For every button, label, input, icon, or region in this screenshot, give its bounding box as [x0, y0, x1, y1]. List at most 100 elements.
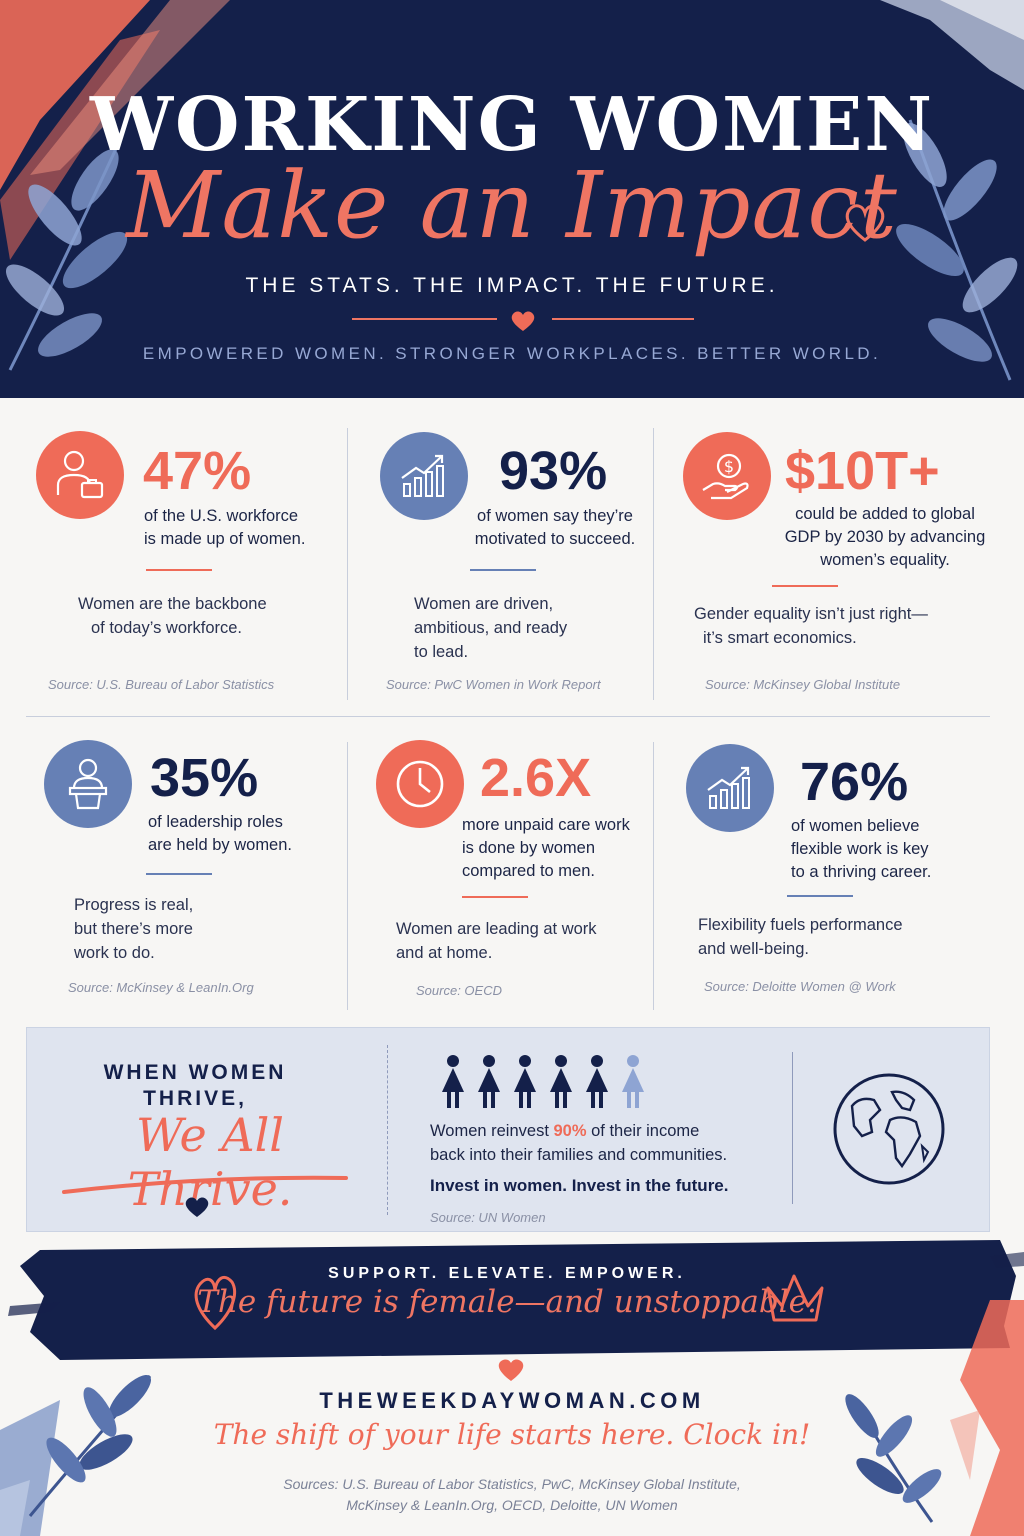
stat-note: work to do. [74, 944, 155, 962]
heart-outline-icon [194, 1275, 237, 1331]
accent-rule [787, 895, 853, 897]
stat-value: 2.6X [480, 748, 592, 808]
stat-note: Flexibility fuels performance [698, 916, 903, 934]
thrive-heading-line: WHEN WOMEN [103, 1061, 287, 1084]
stat-description: could be added to global [795, 505, 975, 523]
coral-brush-stroke [0, 1400, 60, 1536]
thrive-panel [26, 1027, 990, 1232]
accent-rule [772, 585, 838, 587]
navy-brush-banner [8, 1240, 1024, 1360]
thrive-source: Source: UN Women [430, 1210, 546, 1225]
header-subtitle: EMPOWERED WOMEN. STRONGER WORKPLACES. BE… [142, 344, 882, 363]
stat-source: Source: PwC Women in Work Report [386, 677, 601, 692]
leaf-branch-icon [5, 139, 128, 371]
stat-description: GDP by 2030 by advancing [784, 528, 986, 546]
stat-source: Source: U.S. Bureau of Labor Statistics [48, 677, 275, 692]
stat-description: more unpaid care work [462, 816, 630, 834]
leaf-branch-icon [896, 119, 1018, 381]
column-divider [347, 428, 348, 700]
stat-description: flexible work is key [791, 840, 929, 858]
footer-sources: Sources: U.S. Bureau of Labor Statistics… [283, 1476, 741, 1492]
thrive-heading: WHEN WOMEN THRIVE, [60, 1060, 330, 1112]
column-divider [347, 742, 348, 1010]
stat-description: to a thriving career. [791, 863, 932, 881]
stat-description: women’s equality. [820, 551, 950, 569]
thrive-heading-line: THRIVE, [143, 1087, 247, 1110]
stat-note: and well-being. [698, 940, 809, 958]
stat-description: are held by women. [148, 836, 292, 854]
reinvest-text-line2: back into their families and communities… [430, 1146, 728, 1164]
svg-text:$: $ [724, 457, 734, 476]
speaker-podium-icon [44, 740, 132, 828]
stat-value: 47% [143, 441, 252, 501]
divider-right [552, 318, 694, 320]
accent-rule [146, 873, 212, 875]
stat-note: of today’s workforce. [91, 619, 243, 637]
stat-note: Women are the backbone [78, 595, 267, 613]
website-link[interactable]: THEWEEKDAYWOMAN.COM [319, 1388, 705, 1413]
stat-note: to lead. [414, 643, 469, 661]
stat-description: is made up of women. [144, 530, 306, 548]
stat-note: Women are driven, [414, 595, 554, 613]
crown-icon [766, 1274, 824, 1322]
script-title: Make an Impact [126, 152, 898, 259]
stat-description: of women believe [791, 817, 920, 835]
stat-description: of leadership roles [148, 813, 283, 831]
stat-description: of women say they’re [477, 507, 633, 525]
accent-rule [462, 896, 528, 898]
leaf-branch-icon [845, 1394, 942, 1523]
heart-icon [511, 311, 535, 331]
stat-value: 93% [499, 441, 608, 501]
stat-description: of the U.S. workforce [144, 507, 299, 525]
businesswoman-icon [36, 431, 124, 519]
stat-source: Source: McKinsey & LeanIn.Org [68, 980, 254, 995]
leaf-branch-icon [28, 1374, 152, 1517]
growth-chart-icon [686, 744, 774, 832]
globe-icon [833, 1073, 945, 1185]
reinvest-text-part: Women reinvest [430, 1122, 554, 1140]
stat-description: is done by women [462, 839, 595, 857]
stat-note: ambitious, and ready [414, 619, 568, 637]
row-divider [26, 716, 990, 717]
heart-outline-icon [845, 204, 885, 242]
heart-icon [498, 1359, 524, 1381]
stat-note: Progress is real, [74, 896, 194, 914]
stat-note: Gender equality isn’t just right— [694, 605, 928, 623]
clock-icon [376, 740, 464, 828]
column-divider [653, 428, 654, 700]
footer-sources: McKinsey & LeanIn.Org, OECD, Deloitte, U… [346, 1497, 678, 1513]
banner-script: The future is female—and unstoppable. [197, 1284, 817, 1320]
coral-brush-stroke [950, 1300, 1024, 1536]
divider-left [352, 318, 497, 320]
stat-value: 76% [800, 752, 909, 812]
invest-slogan: Invest in women. Invest in the future. [430, 1176, 729, 1195]
stat-description: compared to men. [462, 862, 595, 880]
stat-note: it’s smart economics. [703, 629, 857, 647]
reinvest-text-part: of their income [586, 1122, 700, 1140]
tagline: THE STATS. THE IMPACT. THE FUTURE. [245, 274, 779, 297]
stat-value: $10T+ [785, 441, 940, 501]
brush-underline [62, 1175, 348, 1194]
column-divider [653, 742, 654, 1010]
growth-chart-icon [380, 432, 468, 520]
panel-divider [792, 1052, 793, 1204]
heart-icon [185, 1197, 209, 1217]
reinvest-text: Women reinvest 90% of their income [430, 1122, 699, 1141]
stat-note: Women are leading at work [396, 920, 597, 938]
dollar-hand-icon: $ [683, 432, 771, 520]
stat-note: but there’s more [74, 920, 193, 938]
reinvest-highlight: 90% [553, 1122, 587, 1140]
stat-source: Source: McKinsey Global Institute [705, 677, 901, 692]
women-figures-icon [442, 1055, 644, 1108]
stat-value: 35% [150, 748, 259, 808]
accent-rule [146, 569, 212, 571]
stat-description: motivated to succeed. [474, 530, 636, 548]
accent-rule [470, 569, 536, 571]
header-banner: WORKING WOMEN Make an Impact THE STATS. … [0, 0, 1024, 398]
banner-tagline: SUPPORT. ELEVATE. EMPOWER. [328, 1265, 686, 1282]
page-title: WORKING WOMEN [89, 82, 935, 168]
light-brush-stroke [880, 0, 1024, 90]
footer-slogan: The shift of your life starts here. Cloc… [213, 1418, 811, 1451]
stat-source: Source: OECD [416, 983, 502, 998]
stat-note: and at home. [396, 944, 493, 962]
